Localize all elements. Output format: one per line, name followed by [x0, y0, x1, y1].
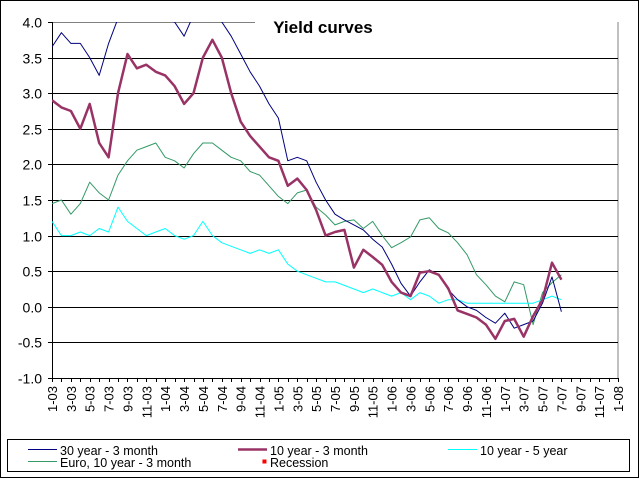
x-tick-label: 5-07 [536, 386, 551, 412]
x-tick-label: 7-07 [554, 386, 569, 412]
x-tick-label: 3-05 [290, 386, 305, 412]
x-tick-label: 11-04 [253, 386, 268, 418]
legend-label: 30 year - 3 month [60, 444, 158, 458]
y-tick-label: 3.5 [23, 51, 43, 67]
legend [7, 439, 630, 472]
legend-label: 10 year - 5 year [480, 444, 568, 458]
y-tick-label: 2.0 [23, 157, 43, 173]
y-tick-label: 0.0 [23, 300, 43, 316]
y-tick-label: 2.5 [23, 122, 43, 138]
y-tick-label: 1.0 [23, 229, 43, 245]
title-background [255, 12, 385, 40]
x-tick-label: 3-03 [64, 386, 79, 412]
legend-label: Recession [270, 456, 328, 470]
x-tick-label: 1-08 [611, 386, 626, 412]
x-tick-label: 11-07 [592, 386, 607, 418]
x-tick-label: 11-03 [139, 386, 154, 418]
x-tick-label: 9-07 [573, 386, 588, 412]
x-tick-label: 9-03 [120, 386, 135, 412]
x-tick-label: 5-06 [422, 386, 437, 412]
x-tick-label: 1-05 [271, 386, 286, 412]
x-tick-label: 7-05 [328, 386, 343, 412]
x-tick-label: 1-03 [45, 386, 60, 412]
series-line-2 [52, 206, 562, 304]
x-tick-label: 5-04 [196, 386, 211, 412]
x-tick-label: 11-06 [479, 386, 494, 418]
series-line-1 [52, 38, 563, 341]
legend-label: 10 year - 3 month [270, 444, 368, 458]
y-tick-label: 0.5 [23, 264, 43, 280]
y-tick-label: 4.0 [23, 15, 43, 31]
x-tick-label: 9-05 [347, 386, 362, 412]
x-tick-label: 1-07 [498, 386, 513, 412]
x-tick-label: 1-04 [158, 386, 173, 412]
x-tick-label: 11-05 [366, 386, 381, 418]
legend-label: Euro, 10 year - 3 month [60, 456, 191, 470]
legend-marker-recession [262, 459, 267, 464]
x-tick-label: 3-04 [177, 386, 192, 412]
y-tick-label: -1.0 [18, 371, 42, 387]
x-tick-label: 7-06 [441, 386, 456, 412]
x-tick-label: 5-05 [309, 386, 324, 412]
x-tick-label: 7-03 [102, 386, 117, 412]
x-tick-label: 7-04 [215, 386, 230, 412]
series-line-0 [52, 22, 562, 329]
x-tick-label: 9-04 [234, 386, 249, 412]
y-tick-label: 3.0 [23, 86, 43, 102]
chart-title: Yield curves [273, 18, 373, 37]
y-tick-label: 1.5 [23, 193, 43, 209]
x-tick-label: 3-06 [403, 386, 418, 412]
x-tick-label: 3-07 [517, 386, 532, 412]
x-tick-label: 5-03 [83, 386, 98, 412]
x-tick-label: 1-06 [385, 386, 400, 412]
y-tick-label: -0.5 [18, 335, 42, 351]
x-tick-label: 9-06 [460, 386, 475, 412]
